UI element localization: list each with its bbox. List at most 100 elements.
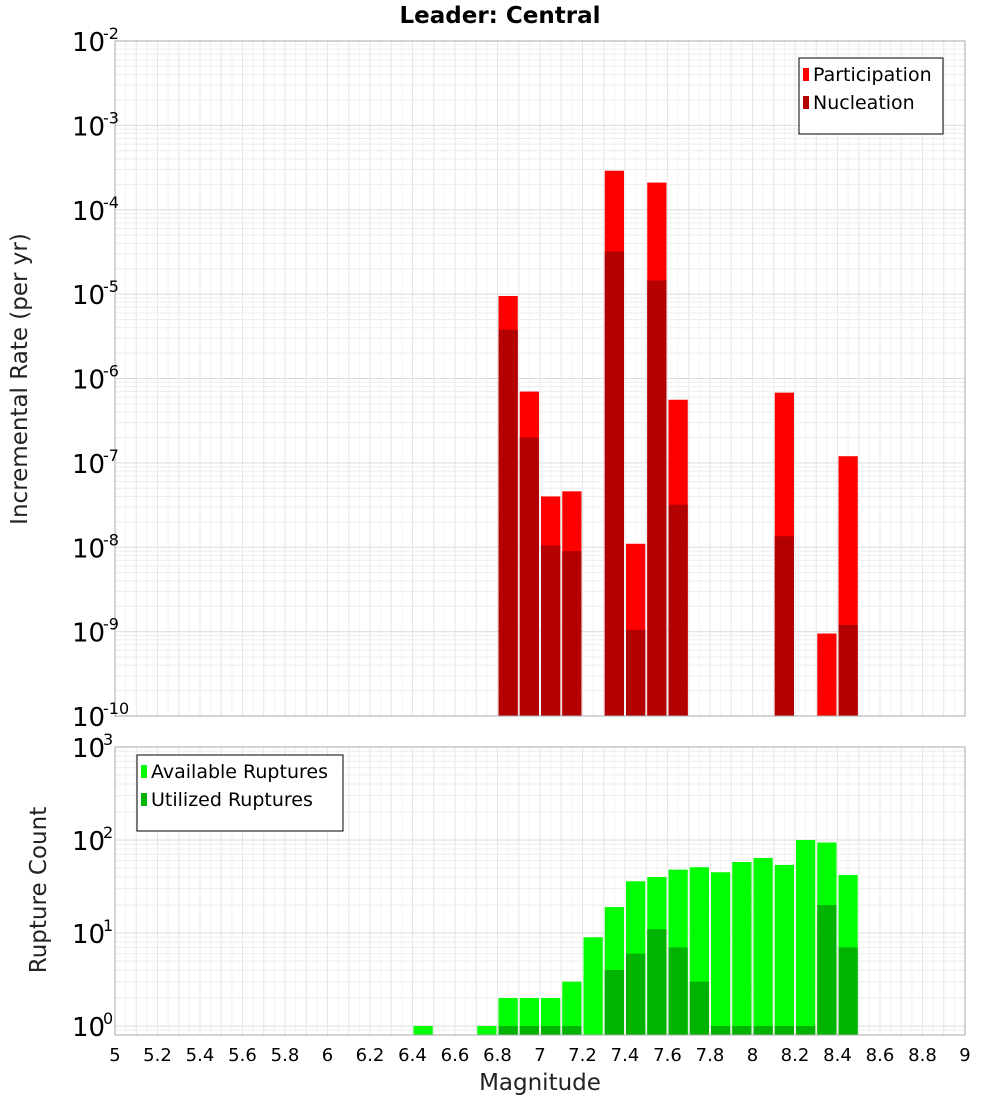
plot-frame-bottom [114,746,966,1036]
y-tick-exponent: -9 [103,615,119,634]
y-tick-exponent: 0 [103,1009,113,1028]
x-tick-label: 8.4 [823,1045,852,1066]
bar-inner-utilized-ruptures [796,1025,816,1035]
y-tick-label: 10 [72,827,105,857]
y-tick-label: 10 [72,197,105,227]
x-tick-label: 5.6 [228,1045,257,1066]
bar-inner-utilized-ruptures [774,1025,794,1035]
x-tick-label: 6.2 [356,1045,385,1066]
x-tick-label: 6.8 [483,1045,512,1066]
top-y-axis-label: Incremental Rate (per yr) [7,233,33,525]
plot-frame-top [114,40,966,717]
y-tick-exponent: 3 [103,730,113,749]
legend-box [136,754,344,832]
y-tick-exponent: -4 [103,193,119,212]
bar-inner-utilized-ruptures [668,947,688,1035]
y-tick-label: 10 [72,450,105,480]
bar-inner-utilized-ruptures [732,1025,752,1035]
bar-inner-utilized-ruptures [647,929,667,1035]
legend-label: Utilized Ruptures [151,789,313,811]
bar-inner-nucleation [519,437,539,716]
y-tick-label: 10 [72,281,105,311]
bar-available-ruptures [796,839,816,1035]
bar-inner-utilized-ruptures [562,1025,582,1035]
bar-inner-utilized-ruptures [519,1025,539,1035]
y-tick-label: 10 [72,1013,105,1043]
x-tick-label: 7.8 [696,1045,725,1066]
x-tick-label: 5 [109,1045,120,1066]
bar-available-ruptures [753,858,773,1035]
bar-available-ruptures [413,1025,433,1035]
bar-inner-nucleation [647,280,667,716]
top-legend: Participation Nucleation [798,57,944,135]
y-tick-label: 10 [72,619,105,649]
bar-inner-utilized-ruptures [753,1025,773,1035]
legend-box [798,57,944,135]
y-tick-label: 10 [72,112,105,142]
bar-inner-nucleation [774,536,794,716]
x-tick-label: 5.8 [271,1045,300,1066]
y-tick-label: 10 [72,703,105,733]
bar-inner-utilized-ruptures [711,1025,731,1035]
x-tick-label: 6 [322,1045,333,1066]
y-tick-exponent: -6 [103,362,119,381]
y-tick-exponent: 1 [103,916,113,935]
bar-available-ruptures [498,997,518,1035]
bar-available-ruptures [477,1025,497,1035]
bar-inner-nucleation [498,329,518,716]
x-tick-label: 8 [747,1045,758,1066]
bottom-legend: Available Ruptures Utilized Ruptures [136,754,344,832]
bar-inner-nucleation [626,629,646,716]
bar-inner-nucleation [604,251,624,716]
x-tick-label: 8.2 [781,1045,810,1066]
y-tick-label: 10 [72,734,105,764]
bar-inner-utilized-ruptures [498,1025,518,1035]
bar-inner-nucleation [668,504,688,716]
bar-inner-utilized-ruptures [689,981,709,1035]
x-tick-label: 6.4 [398,1045,427,1066]
bar-available-ruptures [774,864,794,1035]
y-tick-label: 10 [72,366,105,396]
bar-available-ruptures [541,997,561,1035]
x-tick-label: 7.6 [653,1045,682,1066]
legend-label: Available Ruptures [151,761,328,783]
y-tick-exponent: -7 [103,446,119,465]
bar-inner-utilized-ruptures [817,904,837,1035]
x-axis-label: Magnitude [479,1070,601,1096]
x-tick-label: 8.8 [908,1045,937,1066]
bar-available-ruptures [711,872,731,1035]
y-tick-exponent: -2 [103,24,119,43]
x-tick-labels: 5 5.2 5.4 5.6 5.8 6 6.2 6.4 6.6 6.8 7 7.2 7.4 7.6 7.8 8… [109,1045,970,1066]
y-tick-label: 10 [72,28,105,58]
chart-title: Leader: Central [400,3,601,29]
y-tick-exponent: -8 [103,530,119,549]
grid-lines-top [114,41,966,717]
x-tick-label: 7.4 [611,1045,640,1066]
legend-label: Nucleation [813,92,915,114]
y-tick-exponent: -5 [103,277,119,296]
legend-swatch [803,68,809,81]
bottom-y-axis-label: Rupture Count [26,807,52,973]
bar-inner-utilized-ruptures [626,953,646,1035]
bar-inner-nucleation [541,545,561,716]
bar-available-ruptures [583,937,603,1035]
y-tick-exponent: 2 [103,823,113,842]
x-tick-label: 6.6 [441,1045,470,1066]
bar-inner-utilized-ruptures [838,947,858,1035]
bar-inner-nucleation [562,551,582,716]
x-tick-label: 7.2 [568,1045,597,1066]
bars-top [498,170,858,716]
legend-swatch [141,765,147,778]
x-tick-label: 9 [959,1045,970,1066]
y-tick-exponent: -3 [103,108,119,127]
bar-inner-nucleation [838,624,858,716]
y-tick-exponent: -10 [103,699,129,718]
bar-available-ruptures [732,861,752,1035]
legend-swatch [141,793,147,806]
y-tick-label: 10 [72,920,105,950]
bar-inner-utilized-ruptures [541,1025,561,1035]
